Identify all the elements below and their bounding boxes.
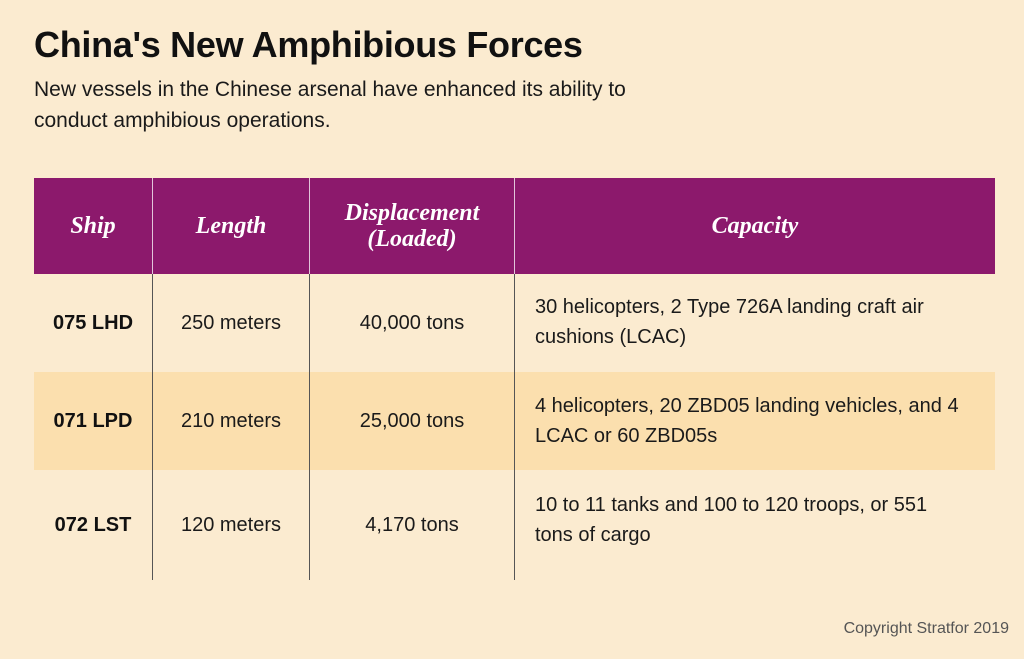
header-length: Length xyxy=(152,178,309,274)
header-ship: Ship xyxy=(34,178,152,274)
ship-cell: 071 LPD xyxy=(34,372,152,470)
length-value: 250 meters xyxy=(180,311,282,334)
header-ship-label: Ship xyxy=(70,213,116,239)
length-cell: 210 meters xyxy=(152,372,309,470)
capacity-cell: 30 helicopters, 2 Type 726A landing craf… xyxy=(514,274,995,372)
ship-name: 072 LST xyxy=(54,513,132,536)
table-header-row: Ship Length Displacement (Loaded) Capaci… xyxy=(34,178,995,274)
displacement-cell: 40,000 tons xyxy=(309,274,514,372)
ship-cell: 072 LST xyxy=(34,470,152,580)
length-value: 120 meters xyxy=(180,513,282,536)
capacity-cell: 10 to 11 tanks and 100 to 120 troops, or… xyxy=(514,470,995,580)
ship-name: 075 LHD xyxy=(52,311,134,334)
header-length-label: Length xyxy=(195,213,267,239)
length-cell: 120 meters xyxy=(152,470,309,580)
capacity-value: 10 to 11 tanks and 100 to 120 troops, or… xyxy=(535,494,928,546)
displacement-cell: 25,000 tons xyxy=(309,372,514,470)
capacity-value: 30 helicopters, 2 Type 726A landing craf… xyxy=(535,296,924,348)
header-displacement-label: Displacement (Loaded) xyxy=(344,200,480,252)
copyright-notice: Copyright Stratfor 2019 xyxy=(843,620,1009,637)
table-row: 075 LHD 250 meters 40,000 tons 30 helico… xyxy=(34,274,995,372)
displacement-value: 40,000 tons xyxy=(359,311,465,334)
displacement-cell: 4,170 tons xyxy=(309,470,514,580)
length-cell: 250 meters xyxy=(152,274,309,372)
capacity-value: 4 helicopters, 20 ZBD05 landing vehicles… xyxy=(535,395,959,447)
header-displacement: Displacement (Loaded) xyxy=(309,178,514,274)
ship-name: 071 LPD xyxy=(53,409,133,432)
capacity-cell: 4 helicopters, 20 ZBD05 landing vehicles… xyxy=(514,372,995,470)
table-row: 071 LPD 210 meters 25,000 tons 4 helicop… xyxy=(34,372,995,470)
page-subtitle: New vessels in the Chinese arsenal have … xyxy=(34,78,626,132)
length-value: 210 meters xyxy=(180,409,282,432)
header-capacity-label: Capacity xyxy=(711,213,799,239)
ships-table: Ship Length Displacement (Loaded) Capaci… xyxy=(34,178,995,580)
table-row: 072 LST 120 meters 4,170 tons 10 to 11 t… xyxy=(34,470,995,580)
displacement-value: 25,000 tons xyxy=(359,409,465,432)
ship-cell: 075 LHD xyxy=(34,274,152,372)
header-capacity: Capacity xyxy=(514,178,995,274)
displacement-value: 4,170 tons xyxy=(365,513,459,536)
page-title: China's New Amphibious Forces xyxy=(34,24,583,65)
